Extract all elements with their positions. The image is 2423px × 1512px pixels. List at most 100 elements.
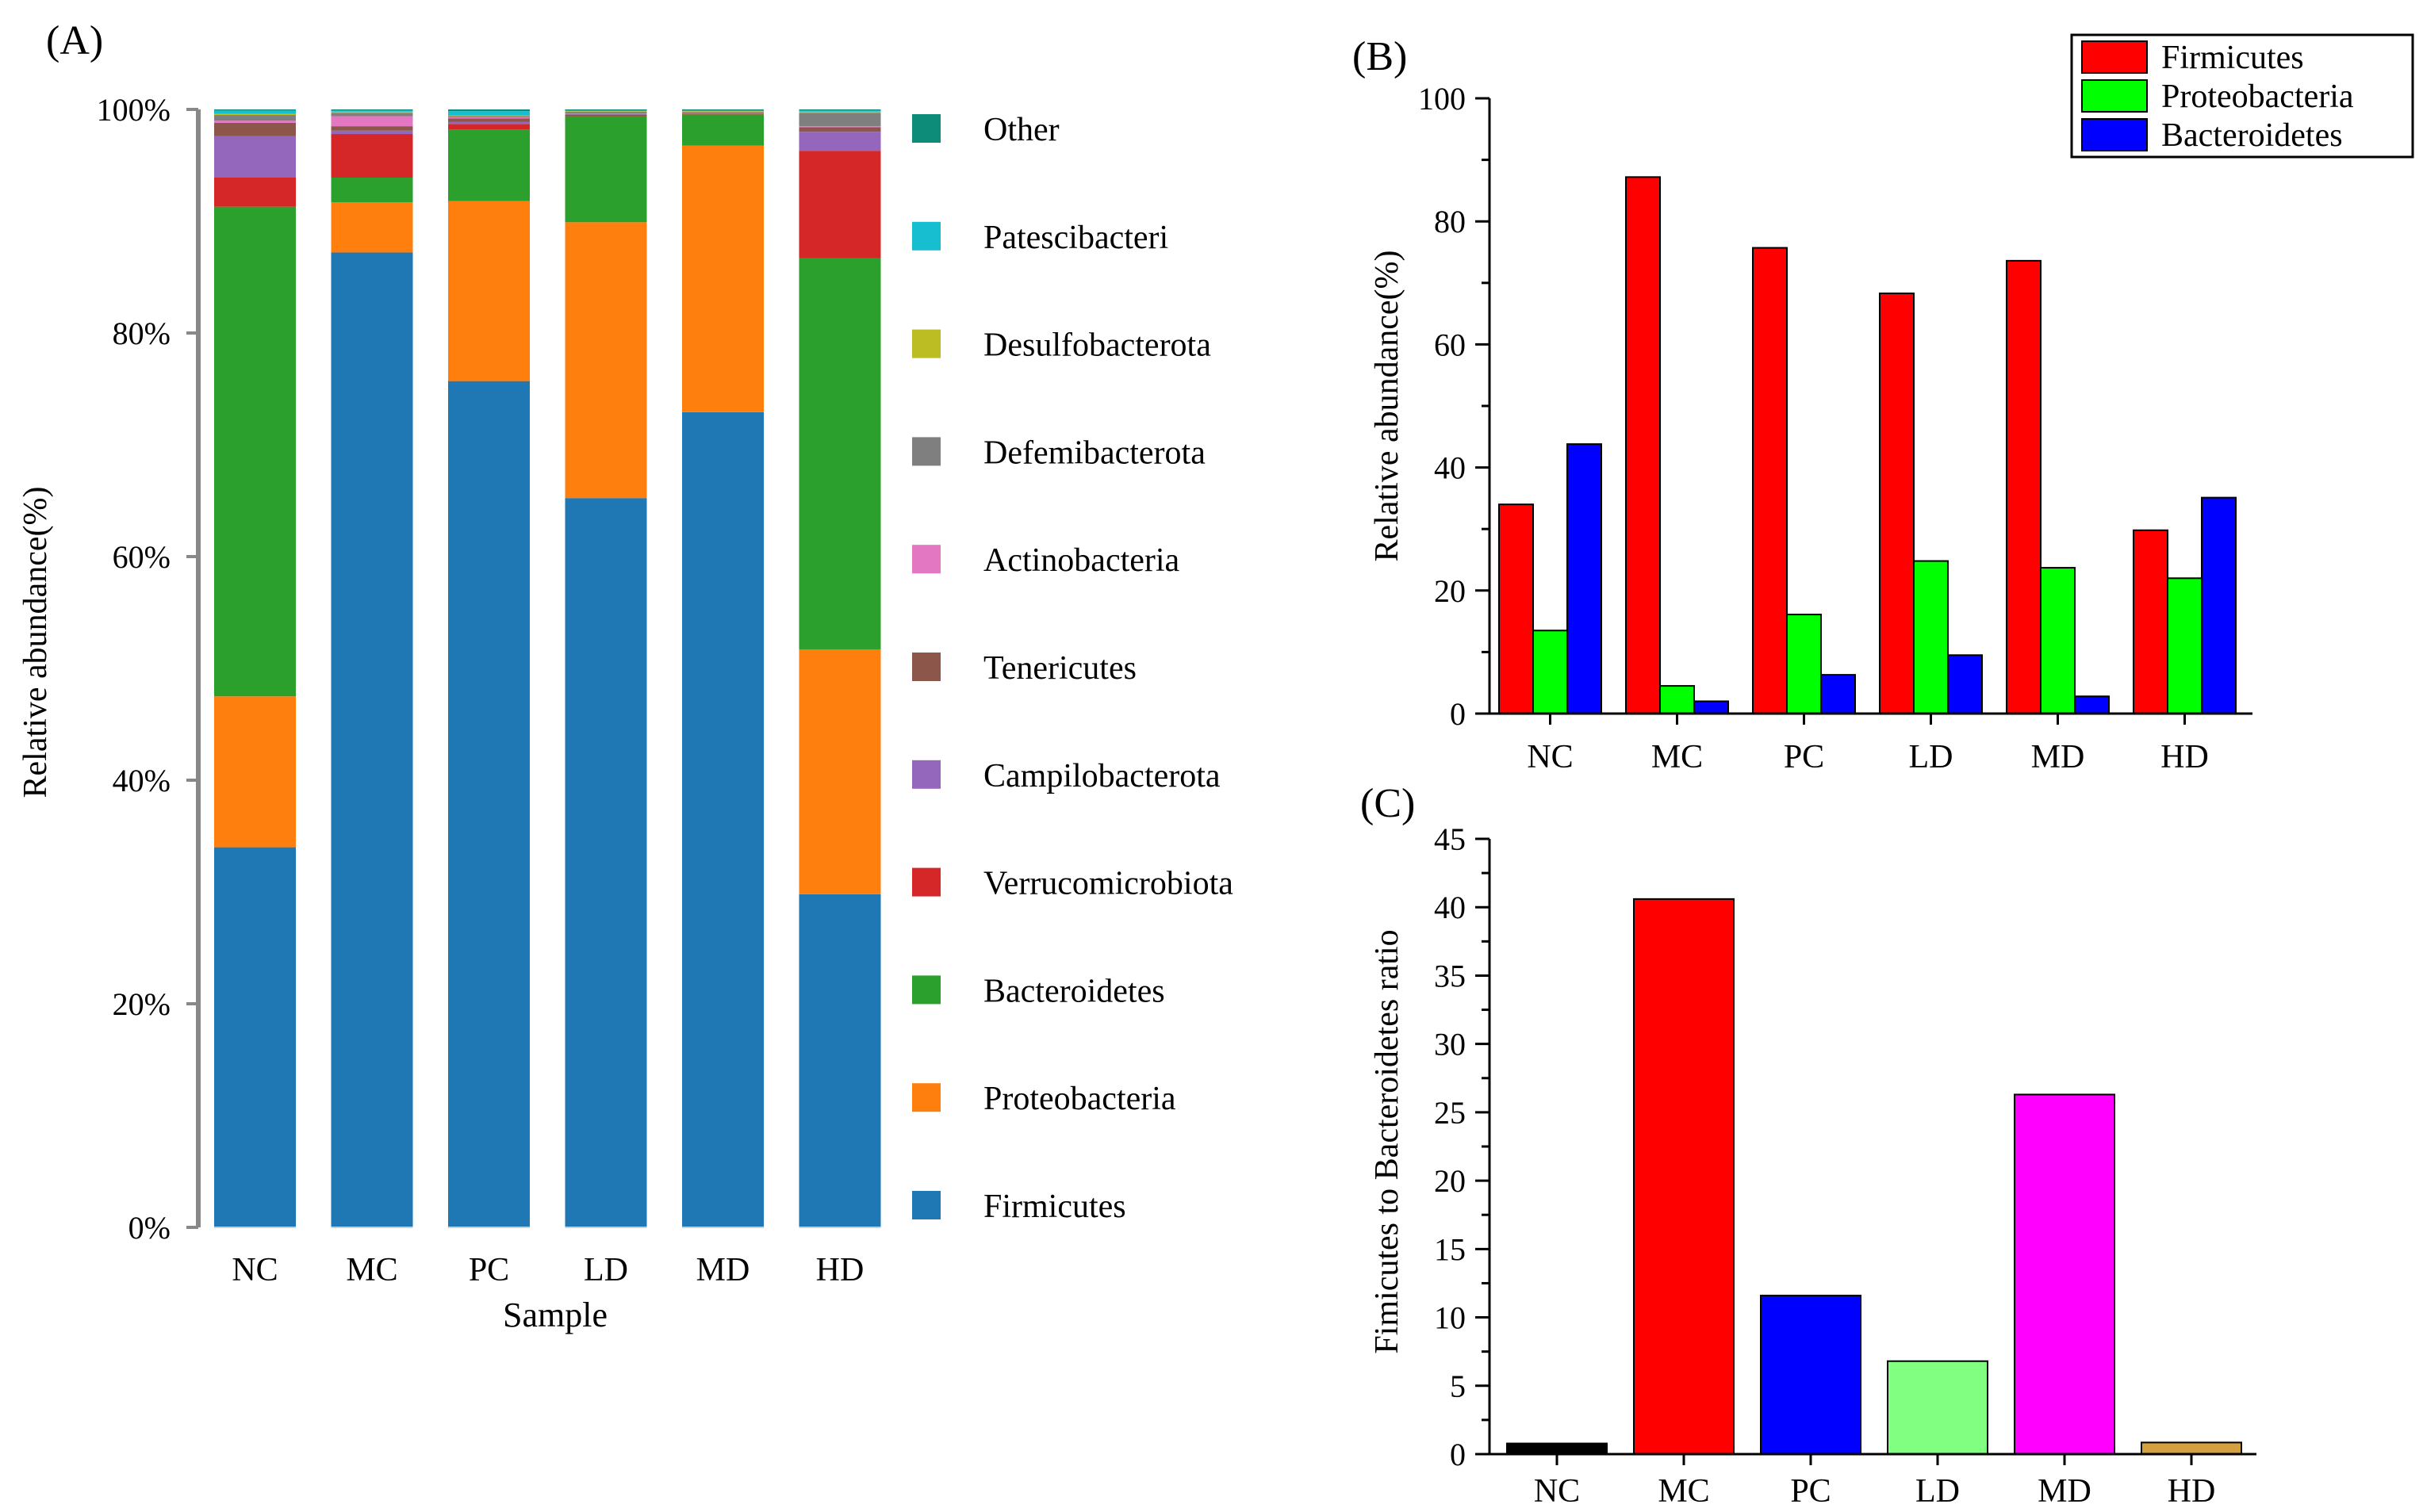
panel-a-bar-mc-other [331,109,413,111]
panel-a-legend-swatch-other [912,114,941,143]
panel-c-y-tick-label: 20 [1434,1163,1466,1199]
panel-a-bar-md-desulfobacterota [682,111,764,112]
panel-a-x-tick-label: PC [469,1252,509,1288]
panel-b-bar-md-bacteroidetes [2074,695,2110,714]
panel-a-x-tick-label: MD [696,1252,750,1288]
panel-b-bar-ld-proteobacteria [1913,560,1949,714]
panel-c-y-axis-label: Fimicutes to Bacteroidetes ratio [1369,929,1405,1353]
panel-a-bar-md-defemibacterota [682,111,764,113]
panel-a-bar-ld-verrucomicrobiota [565,115,647,117]
panel-b-bar-pc-firmicutes [1752,247,1788,714]
panel-c-y-tick-label: 45 [1434,821,1466,857]
panel-a-x-axis-label: Sample [503,1296,608,1334]
panel-c-ratio-bar-chart: (C) Fimicutes to Bacteroidetes ratio 0 5 1… [1360,781,2256,1510]
panel-a-legend-label: Actinobacteria [983,542,1180,579]
panel-c-x-tick-label: PC [1790,1473,1831,1510]
panel-a-x-tick-label: MC [346,1252,397,1288]
panel-a-y-tick-label: 100% [97,92,171,128]
panel-a-bar-pc-bacteroidetes [448,129,530,201]
panel-a-y-tick-label: 0% [128,1210,171,1246]
panel-a-legend-label: Tenericutes [983,650,1137,687]
panel-a-y-tick-label: 60% [113,539,171,575]
panel-a-bar-pc-other [448,109,530,112]
panel-a-bar-md-bacteroidetes [682,114,764,146]
panel-b-bar-mc-firmicutes [1625,176,1661,714]
panel-a-bar-mc-firmicutes [331,252,413,1228]
panel-b-label: (B) [1352,34,1407,79]
panel-c-y-tick-label: 0 [1450,1437,1466,1472]
panel-a-bar-md-verrucomicrobiota [682,113,764,115]
panel-a-legend-label: Verrucomicrobiota [983,866,1233,902]
panel-a-bar-nc-desulfobacterota [214,113,296,116]
panel-a-bar-nc-proteobacteria [214,696,296,848]
panel-b-legend-label: Proteobacteria [2161,78,2354,115]
panel-a-bar-nc-bacteroidetes [214,206,296,697]
panel-a-bar-hd-tenericutes [799,127,881,132]
panel-a-bar-nc-defemibacterota [214,115,296,121]
panel-a-bar-pc-actinobacteria [448,117,530,119]
panel-b-bar-nc-firmicutes [1498,503,1534,714]
panel-a-bar-pc-desulfobacterota [448,115,530,117]
panel-a-bar-hd-bacteroidetes [799,258,881,650]
panel-a-bar-pc-defemibacterota [448,116,530,117]
panel-a-y-tick-label: 20% [113,986,171,1022]
panel-c-x-tick-label: MC [1658,1473,1709,1510]
panel-a-bar-ld-tenericutes [565,113,647,115]
panel-c-y-tick-label: 10 [1434,1300,1466,1336]
panel-a-legend-swatch-firmicutes [912,1191,941,1219]
panel-b-legend-label: Firmicutes [2161,40,2304,76]
panel-a-x-tick-label: NC [232,1252,278,1288]
panel-b-y-tick-label: 20 [1434,573,1466,609]
panel-a-bar-nc-other [214,109,296,111]
panel-a-legend-label: Defemibacterota [983,434,1206,471]
panel-a-bar-ld-defemibacterota [565,111,647,113]
panel-a-legend-label: Campilobacterota [983,758,1221,794]
panel-a-bar-ld-firmicutes [565,498,647,1227]
panel-c-bar-md [2014,1093,2115,1455]
panel-b-y-axis-label: Relative abundance(%) [1369,251,1405,562]
panel-a-legend-label: Other [983,112,1060,148]
panel-c-bar-pc [1760,1294,1861,1456]
panel-a-bar-ld-actinobacteria [565,113,647,114]
panel-a-legend-swatch-desulfobacterota [912,329,941,358]
panel-c-x-tick-label: NC [1534,1473,1580,1510]
panel-c-bar-nc [1506,1442,1608,1455]
panel-a-legend-label: Proteobacteria [983,1081,1176,1117]
panel-a-bar-mc-tenericutes [331,126,413,131]
panel-a-label: (A) [46,18,103,63]
panel-a-bar-ld-proteobacteria [565,222,647,499]
panel-a-legend-swatch-proteobacteria [912,1083,941,1112]
panel-a-bar-nc-patescibacteri [214,110,296,114]
panel-a-legend-swatch-bacteroidetes [912,975,941,1005]
panel-b-bar-md-firmicutes [2006,259,2042,714]
panel-c-bar-hd [2141,1441,2242,1455]
panel-c-y-tick-label: 5 [1450,1368,1466,1404]
panel-a-legend-label: Patescibacteri [983,220,1168,256]
panel-a-bar-md-patescibacteri [682,110,764,112]
panel-b-x-tick-label: NC [1527,739,1573,775]
panel-a-bar-mc-patescibacteri [331,110,413,112]
panel-c-x-tick-label: MD [2038,1473,2091,1510]
panel-a-bar-mc-bacteroidetes [331,178,413,203]
panel-a-bar-mc-defemibacterota [331,113,413,117]
panel-b-y-tick-label: 0 [1450,696,1466,732]
panel-b-y-tick-label: 60 [1434,327,1466,362]
panel-a-bar-hd-verrucomicrobiota [799,151,881,258]
panel-a-bar-nc-verrucomicrobiota [214,178,296,207]
panel-b-x-tick-label: HD [2160,739,2209,775]
panel-b-bar-ld-firmicutes [1879,292,1915,714]
panel-b-bar-mc-proteobacteria [1659,685,1695,715]
panel-a-bar-mc-proteobacteria [331,202,413,253]
panel-a-stacked-bar-chart: (A) Relative abundance(%) Sample 0% 20% 40… [17,18,1233,1334]
panel-a-bar-hd-defemibacterota [799,113,881,127]
panel-a-bar-ld-campilobacterota [565,114,647,116]
panel-a-bar-pc-campilobacterota [448,121,530,124]
panel-a-bar-hd-actinobacteria [799,126,881,128]
panel-c-y-tick-label: 25 [1434,1095,1466,1131]
panel-a-bar-ld-other [565,109,647,111]
panel-a-y-tick-label: 80% [113,316,171,351]
panel-a-legend-swatch-patescibacteri [912,221,941,251]
panel-a-legend-swatch-campilobacterota [912,760,941,789]
panel-b-bar-md-proteobacteria [2040,567,2076,715]
panel-b-x-tick-label: MD [2031,739,2085,775]
